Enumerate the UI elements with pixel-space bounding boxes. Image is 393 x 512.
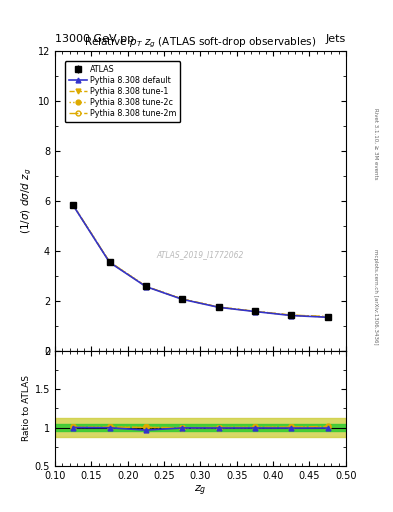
Text: 13000 GeV pp: 13000 GeV pp: [55, 33, 134, 44]
Pythia 8.308 tune-1: [325, 314, 330, 320]
Y-axis label: Ratio to ATLAS: Ratio to ATLAS: [22, 375, 31, 441]
Text: Rivet 3.1.10, ≥ 3M events: Rivet 3.1.10, ≥ 3M events: [373, 108, 378, 179]
Pythia 8.308 tune-2c: [289, 312, 294, 318]
Line: Pythia 8.308 tune-1: Pythia 8.308 tune-1: [71, 203, 330, 319]
Pythia 8.308 tune-2m: [143, 283, 148, 289]
Pythia 8.308 default: [216, 304, 221, 310]
X-axis label: $z_g$: $z_g$: [194, 483, 207, 498]
Text: Jets: Jets: [325, 33, 346, 44]
Pythia 8.308 tune-2m: [253, 308, 257, 314]
Pythia 8.308 default: [253, 308, 257, 314]
Pythia 8.308 tune-1: [216, 304, 221, 310]
Pythia 8.308 tune-2c: [143, 283, 148, 289]
Pythia 8.308 tune-1: [289, 312, 294, 318]
Pythia 8.308 default: [325, 314, 330, 321]
Pythia 8.308 tune-2c: [253, 308, 257, 314]
Pythia 8.308 default: [71, 202, 75, 208]
Pythia 8.308 tune-1: [180, 296, 185, 302]
Line: Pythia 8.308 default: Pythia 8.308 default: [71, 203, 330, 319]
Pythia 8.308 default: [107, 259, 112, 265]
Pythia 8.308 tune-1: [107, 259, 112, 265]
Title: Relative $p_T$ $z_g$ (ATLAS soft-drop observables): Relative $p_T$ $z_g$ (ATLAS soft-drop ob…: [84, 36, 317, 51]
Legend: ATLAS, Pythia 8.308 default, Pythia 8.308 tune-1, Pythia 8.308 tune-2c, Pythia 8: ATLAS, Pythia 8.308 default, Pythia 8.30…: [65, 61, 180, 122]
Pythia 8.308 tune-2m: [216, 304, 221, 310]
Pythia 8.308 tune-1: [143, 283, 148, 289]
Pythia 8.308 tune-2c: [71, 202, 75, 208]
Text: ATLAS_2019_I1772062: ATLAS_2019_I1772062: [157, 250, 244, 260]
Pythia 8.308 tune-1: [253, 308, 257, 314]
Line: Pythia 8.308 tune-2c: Pythia 8.308 tune-2c: [71, 203, 330, 319]
Pythia 8.308 tune-2m: [289, 312, 294, 318]
Pythia 8.308 tune-2c: [216, 304, 221, 310]
Text: mcplots.cern.ch [arXiv:1306.3436]: mcplots.cern.ch [arXiv:1306.3436]: [373, 249, 378, 345]
Pythia 8.308 tune-2m: [71, 202, 75, 208]
Line: Pythia 8.308 tune-2m: Pythia 8.308 tune-2m: [71, 203, 330, 319]
Pythia 8.308 tune-2c: [180, 296, 185, 302]
Pythia 8.308 tune-2m: [180, 296, 185, 302]
Y-axis label: $(1/\sigma)$ $d\sigma/d$ $z_g$: $(1/\sigma)$ $d\sigma/d$ $z_g$: [19, 168, 34, 234]
Pythia 8.308 default: [180, 296, 185, 303]
Pythia 8.308 tune-2m: [325, 313, 330, 319]
Pythia 8.308 default: [143, 284, 148, 290]
Pythia 8.308 default: [289, 312, 294, 318]
Pythia 8.308 tune-2m: [107, 259, 112, 265]
Pythia 8.308 tune-1: [71, 202, 75, 208]
Pythia 8.308 tune-2c: [107, 259, 112, 265]
Pythia 8.308 tune-2c: [325, 314, 330, 320]
